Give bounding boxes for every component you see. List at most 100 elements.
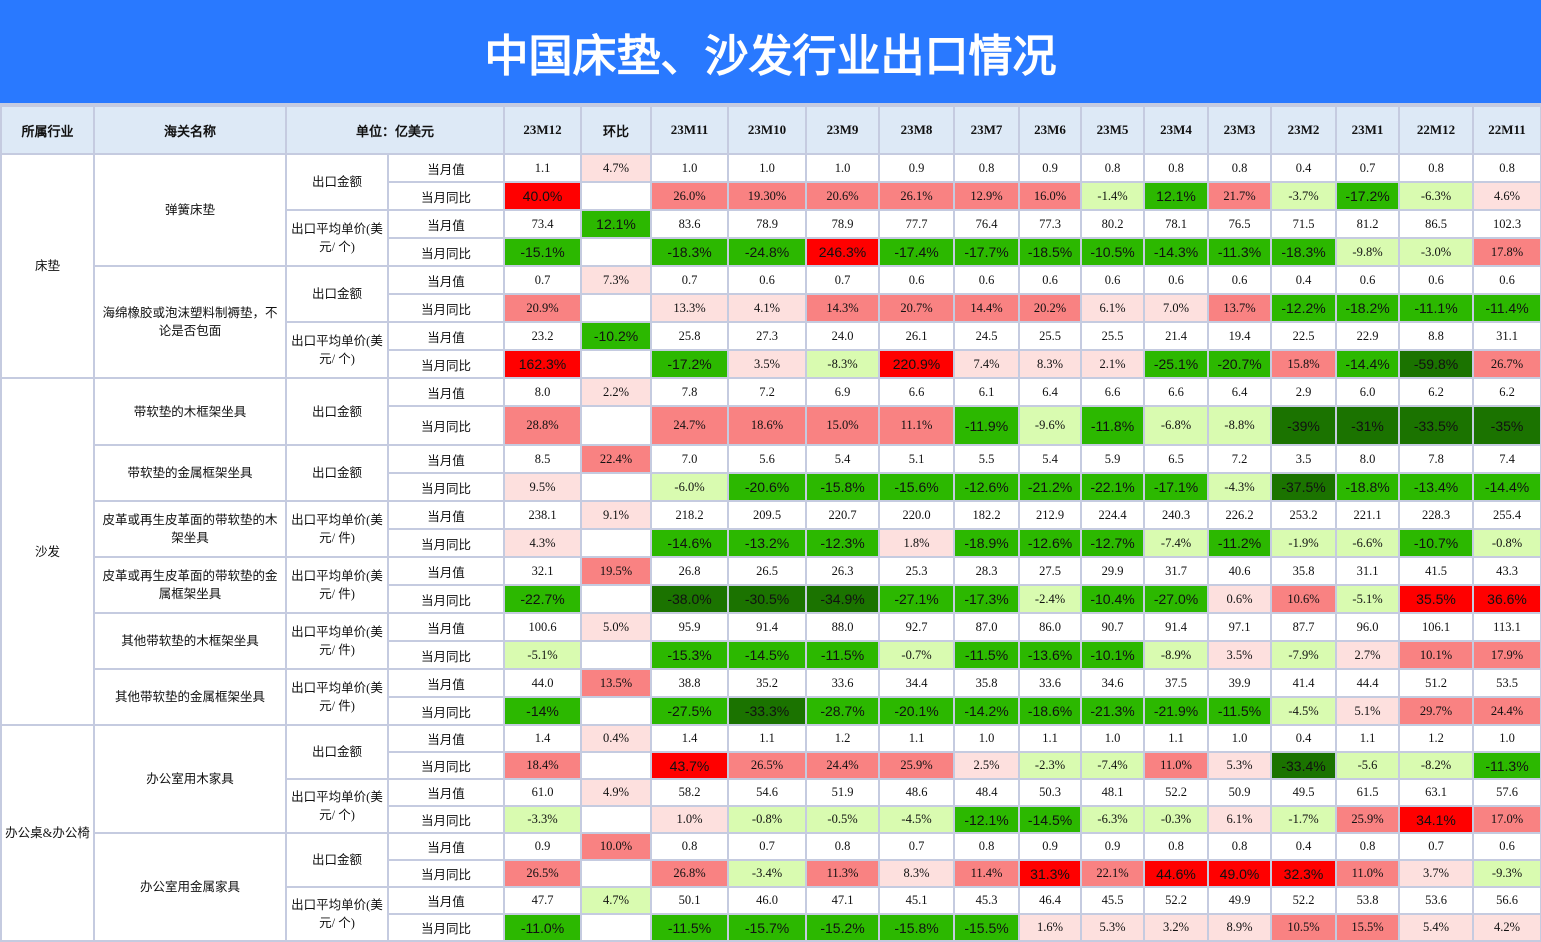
value-cell: 13.7% bbox=[1207, 293, 1273, 323]
value-cell: 18.6% bbox=[727, 405, 808, 446]
value-cell: 162.3% bbox=[503, 349, 583, 379]
value-cell: -7.9% bbox=[1270, 640, 1338, 670]
row-label: 当月值 bbox=[386, 500, 506, 530]
value-cell: -14.6% bbox=[650, 528, 730, 558]
value-cell: 5.1 bbox=[878, 444, 956, 474]
value-cell: 22.1% bbox=[1080, 859, 1146, 888]
value-cell: 28.3 bbox=[953, 556, 1021, 586]
value-cell: 12.9% bbox=[953, 181, 1021, 211]
value-cell: 50.1 bbox=[650, 886, 730, 915]
value-cell: 53.6 bbox=[1398, 886, 1475, 915]
row-label: 当月值 bbox=[386, 444, 506, 474]
value-cell: 9.5% bbox=[503, 472, 583, 502]
value-cell: 7.4% bbox=[953, 349, 1021, 379]
value-cell: 41.5 bbox=[1398, 556, 1475, 586]
value-cell: 246.3% bbox=[805, 237, 881, 267]
value-cell: -22.1% bbox=[1080, 472, 1146, 502]
value-cell: 0.6 bbox=[1207, 265, 1273, 295]
value-cell: -13.2% bbox=[727, 528, 808, 558]
value-cell: 50.3 bbox=[1018, 778, 1083, 807]
value-cell: 11.1% bbox=[878, 405, 956, 446]
value-cell: -34.9% bbox=[805, 584, 881, 614]
value-cell: 45.3 bbox=[953, 886, 1021, 915]
value-cell: 49.9 bbox=[1207, 886, 1273, 915]
table-row: 当月同比 9.5% -6.0% -20.6% -15.8% -15.6% -12.6% -21… bbox=[1, 472, 1541, 502]
row-label: 当月同比 bbox=[386, 349, 506, 379]
value-cell: -2.4% bbox=[1018, 584, 1083, 614]
column-header: 23M7 bbox=[953, 105, 1021, 155]
table-row: 当月同比 28.8% 24.7% 18.6% 15.0% 11.1% -11.9% -9.6%… bbox=[1, 405, 1541, 446]
value-cell: -12.6% bbox=[953, 472, 1021, 502]
value-cell: -7.4% bbox=[1143, 528, 1210, 558]
value-cell: 32.3% bbox=[1270, 859, 1338, 888]
value-cell: -14.4% bbox=[1472, 472, 1541, 502]
value-cell: 5.4 bbox=[805, 444, 881, 474]
value-cell: -27.1% bbox=[878, 584, 956, 614]
value-cell: 12.1% bbox=[1143, 181, 1210, 211]
value-cell: 238.1 bbox=[503, 500, 583, 530]
row-label: 当月同比 bbox=[386, 405, 506, 446]
value-cell: 35.5% bbox=[1398, 584, 1475, 614]
value-cell: 10.1% bbox=[1398, 640, 1475, 670]
value-cell: 26.3 bbox=[805, 556, 881, 586]
value-cell: 1.0 bbox=[727, 153, 808, 183]
value-cell: 0.6 bbox=[878, 265, 956, 295]
value-cell: 35.8 bbox=[953, 668, 1021, 698]
value-cell: 4.7% bbox=[580, 886, 653, 915]
row-label: 当月同比 bbox=[386, 584, 506, 614]
value-cell: -12.1% bbox=[953, 805, 1021, 834]
value-cell: -10.1% bbox=[1080, 640, 1146, 670]
table-row: 当月同比 4.3% -14.6% -13.2% -12.3% 1.8% -18.9% -12.… bbox=[1, 528, 1541, 558]
value-cell: 27.5 bbox=[1018, 556, 1083, 586]
row-label: 当月值 bbox=[386, 265, 506, 295]
column-header: 环比 bbox=[580, 105, 653, 155]
table-row: 当月同比 -15.1% -18.3% -24.8% 246.3% -17.4% -17.7%… bbox=[1, 237, 1541, 267]
value-cell: 4.3% bbox=[503, 528, 583, 558]
value-cell: 26.1 bbox=[878, 321, 956, 351]
value-cell: 0.4% bbox=[580, 724, 653, 753]
value-cell: -1.4% bbox=[1080, 181, 1146, 211]
value-cell: 0.7 bbox=[878, 832, 956, 861]
value-cell: 27.3 bbox=[727, 321, 808, 351]
value-cell: 6.1% bbox=[1080, 293, 1146, 323]
value-cell: -0.8% bbox=[1472, 528, 1541, 558]
value-cell: 1.2 bbox=[805, 724, 881, 753]
value-cell: 6.4 bbox=[1207, 377, 1273, 407]
value-cell: -6.3% bbox=[1398, 181, 1475, 211]
value-cell: -31% bbox=[1335, 405, 1401, 446]
value-cell: 49.5 bbox=[1270, 778, 1338, 807]
value-cell: 212.9 bbox=[1018, 500, 1083, 530]
metric-cell: 出口金额 bbox=[285, 265, 389, 323]
value-cell: 6.5 bbox=[1143, 444, 1210, 474]
table-row: 当月同比 -14% -27.5% -33.3% -28.7% -20.1% -14.2% -1… bbox=[1, 696, 1541, 726]
value-cell: -27.0% bbox=[1143, 584, 1210, 614]
value-cell: 11.4% bbox=[953, 859, 1021, 888]
value-cell: 5.0% bbox=[580, 612, 653, 642]
value-cell: 10.5% bbox=[1270, 913, 1338, 942]
value-cell: 2.2% bbox=[580, 377, 653, 407]
value-cell: -20.1% bbox=[878, 696, 956, 726]
value-cell: 0.8 bbox=[1207, 153, 1273, 183]
value-cell: -15.1% bbox=[503, 237, 583, 267]
metric-cell: 出口金额 bbox=[285, 832, 389, 888]
metric-cell: 出口金额 bbox=[285, 153, 389, 211]
value-cell: 20.2% bbox=[1018, 293, 1083, 323]
value-cell: -10.2% bbox=[580, 321, 653, 351]
value-cell bbox=[580, 405, 653, 446]
value-cell: 0.7 bbox=[503, 265, 583, 295]
value-cell: 48.6 bbox=[878, 778, 956, 807]
table-row: 出口平均单价(美元/ 个) 当月值 47.7 4.7% 50.1 46.0 47.1 45.1… bbox=[1, 886, 1541, 942]
value-cell: 91.4 bbox=[1143, 612, 1210, 642]
column-header: 23M12 bbox=[503, 105, 583, 155]
industry-cell: 沙发 bbox=[0, 377, 95, 726]
row-label: 当月值 bbox=[386, 886, 506, 915]
value-cell: 26.8% bbox=[650, 859, 730, 888]
value-cell: 29.9 bbox=[1080, 556, 1146, 586]
value-cell: 0.9 bbox=[1018, 832, 1083, 861]
value-cell: 25.9% bbox=[878, 751, 956, 780]
value-cell: 0.8 bbox=[953, 832, 1021, 861]
row-label: 当月值 bbox=[386, 612, 506, 642]
row-label: 当月值 bbox=[386, 832, 506, 861]
value-cell: -21.2% bbox=[1018, 472, 1083, 502]
value-cell: -13.4% bbox=[1398, 472, 1475, 502]
